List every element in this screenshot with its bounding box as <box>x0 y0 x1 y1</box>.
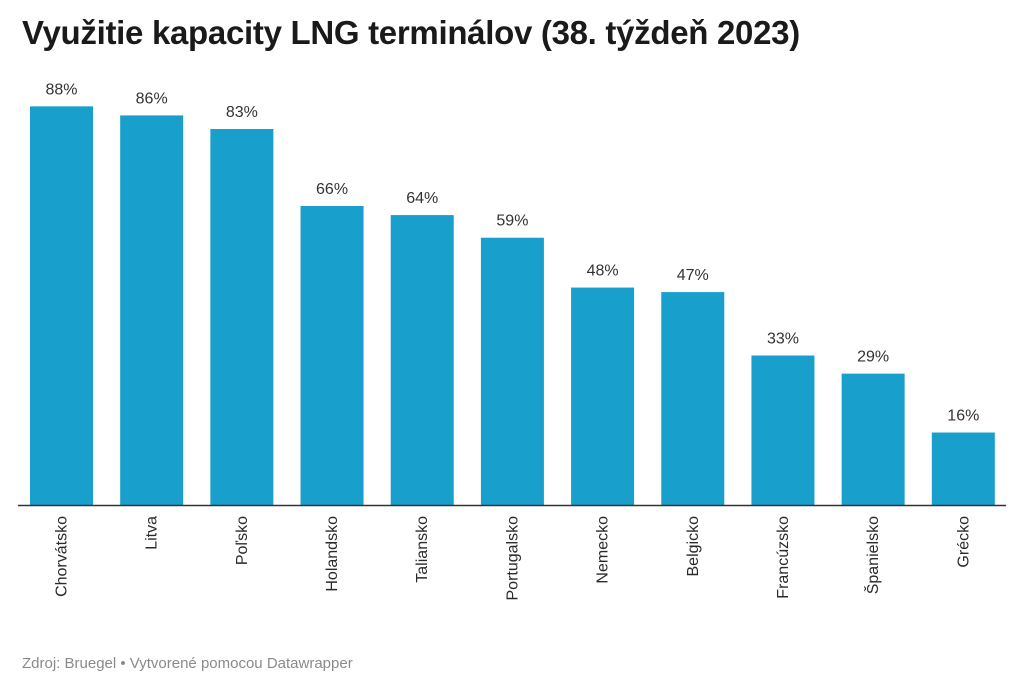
chart-title: Využitie kapacity LNG terminálov (38. tý… <box>22 14 800 51</box>
value-label: 33% <box>767 331 799 348</box>
category-label: Chorvátsko <box>54 516 71 597</box>
value-label: 29% <box>857 349 889 366</box>
category-label: Portugalsko <box>504 516 521 601</box>
value-label: 48% <box>587 263 619 280</box>
category-label: Grécko <box>955 516 972 568</box>
value-label: 59% <box>496 213 528 230</box>
category-label: Taliansko <box>414 516 431 583</box>
category-label: Francúzsko <box>775 516 792 599</box>
category-label: Holandsko <box>324 516 341 592</box>
category-label: Španielsko <box>863 516 882 594</box>
bar-8 <box>661 292 725 505</box>
source-note: Zdroj: Bruegel • Vytvorené pomocou Dataw… <box>22 655 353 672</box>
bar-7 <box>571 287 635 505</box>
category-label: Belgicko <box>685 516 702 577</box>
bar-11 <box>931 432 995 505</box>
category-label: Poľsko <box>234 516 251 565</box>
bar-6 <box>480 237 544 506</box>
value-label: 83% <box>226 104 258 121</box>
value-label: 88% <box>45 81 77 98</box>
bar-1 <box>30 106 93 506</box>
bar-3 <box>210 129 274 505</box>
bar-2 <box>120 115 184 506</box>
bar-4 <box>300 206 364 505</box>
category-label: Litva <box>144 516 161 550</box>
value-label: 66% <box>316 181 348 198</box>
bar-9 <box>751 355 815 505</box>
value-label: 16% <box>947 408 979 425</box>
category-label: Nemecko <box>595 516 612 584</box>
value-label: 47% <box>677 267 709 284</box>
value-label: 64% <box>406 190 438 207</box>
value-label: 86% <box>136 90 168 107</box>
bar-10 <box>841 373 905 505</box>
bar-5 <box>390 215 454 505</box>
